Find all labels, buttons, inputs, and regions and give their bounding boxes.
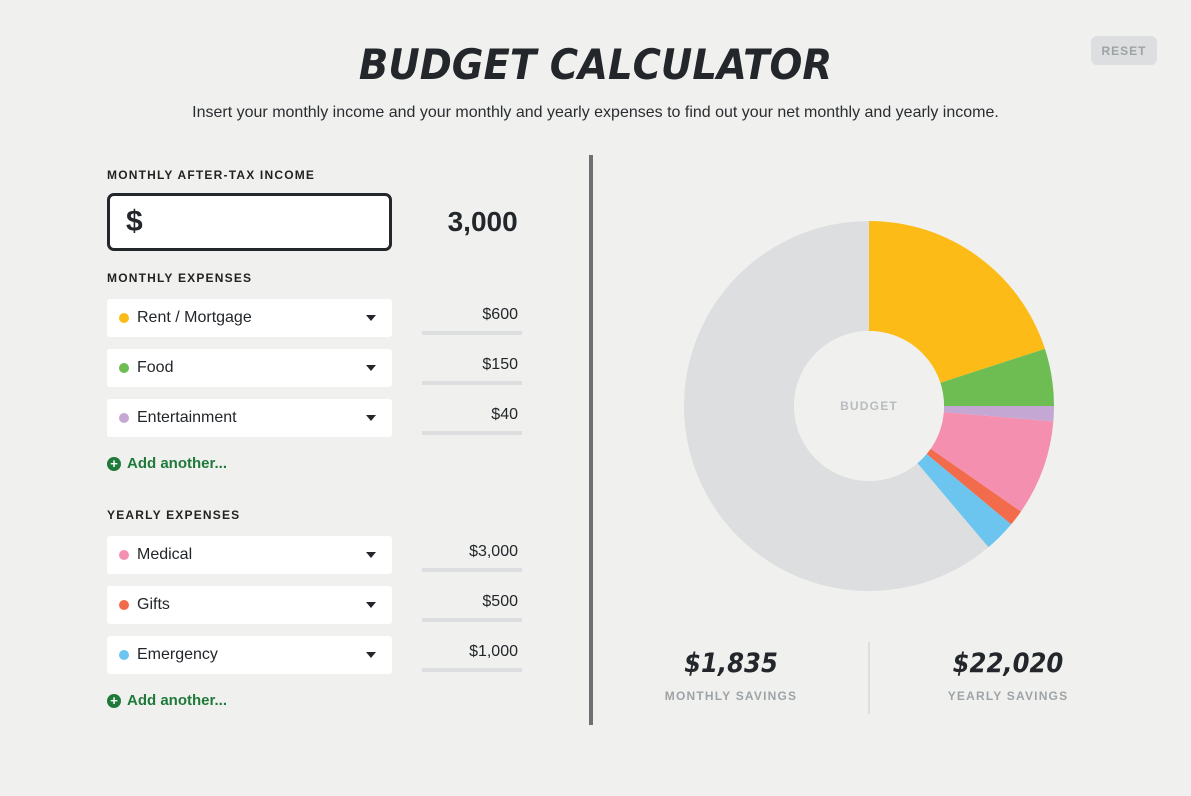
add-link-label: Add another...: [127, 455, 228, 472]
income-field[interactable]: $: [107, 193, 518, 251]
chevron-down-icon: [366, 315, 376, 321]
color-dot-icon: [119, 413, 129, 423]
expense-category-select[interactable]: Emergency: [107, 636, 392, 674]
expense-category-label: Rent / Mortgage: [137, 309, 252, 326]
pie-slice-gifts: [926, 448, 1021, 525]
reset-button[interactable]: RESET: [1091, 36, 1157, 65]
expense-category-select[interactable]: Entertainment: [107, 399, 392, 437]
add-yearly-expense-link[interactable]: + Add another...: [107, 692, 227, 709]
pie-slice-savings: [684, 221, 989, 591]
expense-amount-input[interactable]: [422, 536, 522, 572]
currency-symbol: $: [126, 205, 143, 238]
expense-amount-input[interactable]: [422, 636, 522, 672]
expense-category-select[interactable]: Food: [107, 349, 392, 387]
color-dot-icon: [119, 600, 129, 610]
expense-category-label: Gifts: [137, 596, 170, 613]
pie-slice-medical: [930, 412, 1054, 512]
chevron-down-icon: [366, 652, 376, 658]
expense-amount-input[interactable]: [422, 586, 522, 622]
pie-slice-emergency: [917, 454, 1012, 548]
pie-slice-entertainment: [943, 406, 1054, 422]
chevron-down-icon: [366, 602, 376, 608]
savings-divider: [868, 642, 870, 714]
color-dot-icon: [119, 650, 129, 660]
expense-category-label: Emergency: [137, 646, 218, 663]
expense-category-select[interactable]: Medical: [107, 536, 392, 574]
budget-donut-chart: BUDGET: [684, 221, 1054, 591]
expense-category-label: Entertainment: [137, 409, 237, 426]
yearly-savings-label: YEARLY SAVINGS: [947, 689, 1069, 703]
chevron-down-icon: [366, 365, 376, 371]
page-subtitle: Insert your monthly income and your mont…: [192, 104, 999, 121]
income-input[interactable]: [142, 206, 518, 238]
plus-circle-icon: +: [107, 456, 121, 471]
plus-circle-icon: +: [107, 693, 121, 708]
color-dot-icon: [119, 363, 129, 373]
donut-svg: [684, 221, 1054, 591]
expense-category-select[interactable]: Rent / Mortgage: [107, 299, 392, 337]
vertical-divider: [589, 155, 593, 725]
pie-slice-food: [940, 348, 1054, 406]
expense-category-label: Medical: [137, 546, 193, 563]
expense-amount-input[interactable]: [422, 299, 522, 335]
income-label: MONTHLY AFTER-TAX INCOME: [107, 168, 316, 182]
yearly-expenses-label: YEARLY EXPENSES: [107, 508, 241, 522]
page-title: BUDGET CALCULATOR: [358, 40, 833, 89]
add-monthly-expense-link[interactable]: + Add another...: [107, 455, 227, 472]
chevron-down-icon: [366, 415, 376, 421]
monthly-savings-value: $1,835: [684, 648, 778, 679]
expense-category-select[interactable]: Gifts: [107, 586, 392, 624]
expense-amount-input[interactable]: [422, 349, 522, 385]
add-link-label: Add another...: [127, 692, 228, 709]
color-dot-icon: [119, 550, 129, 560]
expense-category-label: Food: [137, 359, 174, 376]
monthly-expenses-label: MONTHLY EXPENSES: [107, 271, 253, 285]
color-dot-icon: [119, 313, 129, 323]
pie-slice-rent-mortgage: [869, 221, 1045, 383]
yearly-savings-value: $22,020: [952, 648, 1064, 679]
expense-amount-input[interactable]: [422, 399, 522, 435]
chevron-down-icon: [366, 552, 376, 558]
donut-hole: [794, 331, 944, 481]
monthly-savings-label: MONTHLY SAVINGS: [664, 689, 798, 703]
